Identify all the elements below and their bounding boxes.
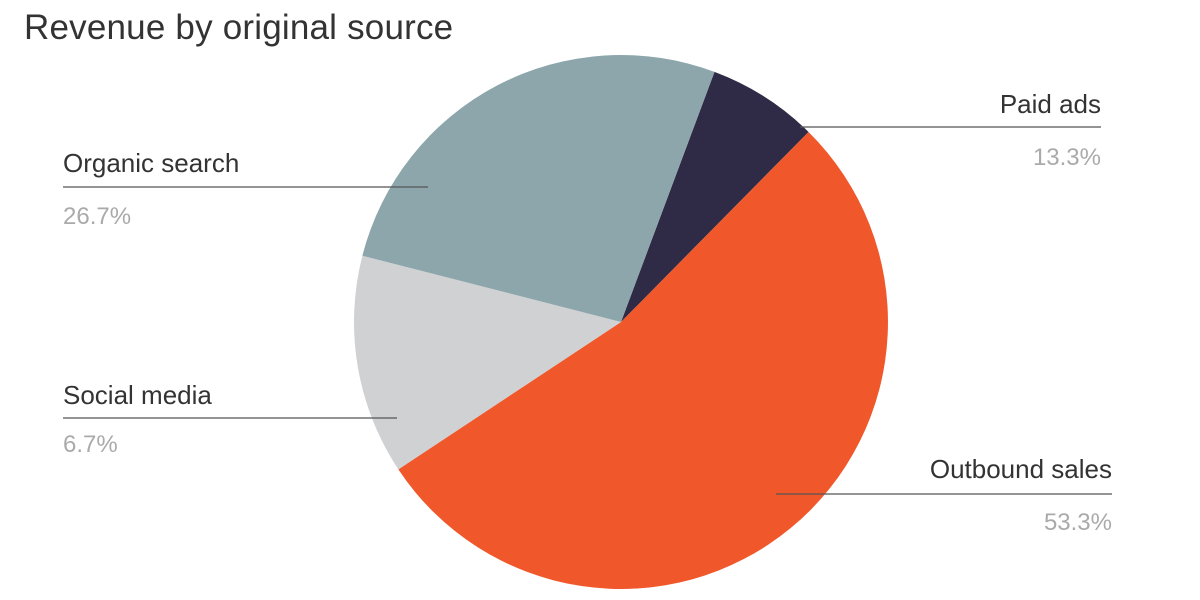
slice-label-social-media: Social media [63,380,212,410]
slice-label-organic-search: Organic search [63,148,239,178]
slice-labels: Paid ads 13.3% Outbound sales 53.3% Social m… [63,89,1112,536]
pie-slices [354,55,888,589]
slice-value-social-media: 6.7% [63,431,118,458]
slice-value-outbound-sales: 53.3% [1044,509,1112,536]
pie-slice-outbound-sales [398,131,888,589]
slice-value-organic-search: 26.7% [63,203,131,230]
slice-value-paid-ads: 13.3% [1033,144,1101,171]
chart-title: Revenue by original source [24,8,454,47]
slice-label-paid-ads: Paid ads [1000,89,1101,119]
pie-slice-social-media [354,255,621,470]
slice-label-outbound-sales: Outbound sales [930,454,1112,484]
pie-slice-paid-ads [621,71,809,322]
pie-slice-organic-search [362,55,715,323]
